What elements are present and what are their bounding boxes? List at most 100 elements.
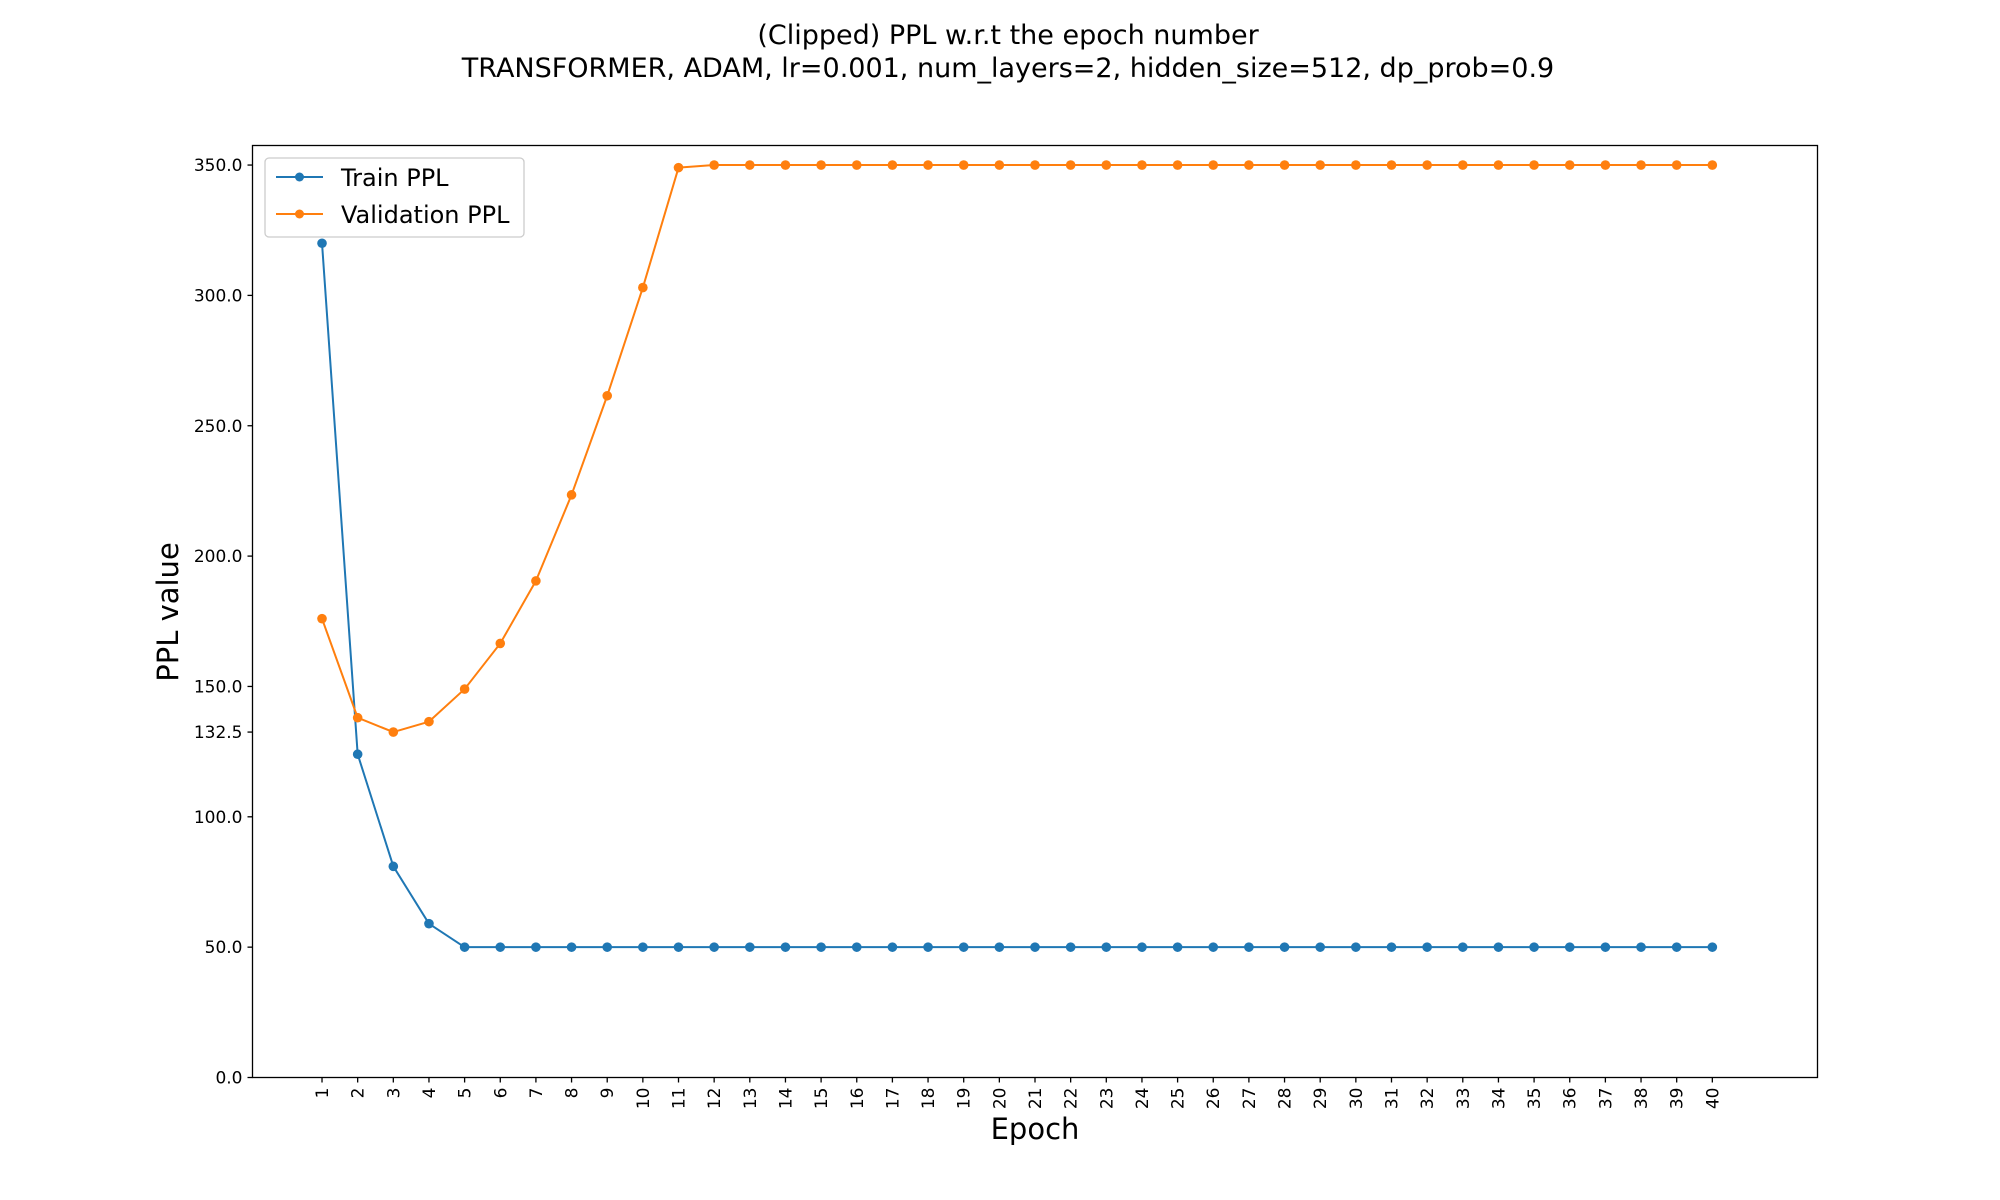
series-line-train-ppl <box>321 243 1713 949</box>
data-point-train-ppl <box>1422 942 1432 952</box>
data-point-validation-ppl <box>1636 160 1646 170</box>
data-point-train-ppl <box>1101 942 1112 952</box>
x-tick-label: 34 <box>1489 1088 1509 1110</box>
y-tick-label: 100.0 <box>194 808 243 828</box>
x-tick-label: 2 <box>349 1088 369 1099</box>
data-point-train-ppl <box>1493 942 1504 952</box>
data-point-train-ppl <box>673 942 684 952</box>
data-point-validation-ppl <box>1172 160 1183 170</box>
data-point-validation-ppl <box>495 638 506 649</box>
x-tick-label: 38 <box>1632 1088 1652 1110</box>
x-tick-label: 39 <box>1668 1088 1688 1110</box>
data-point-train-ppl <box>566 942 577 952</box>
data-point-train-ppl <box>780 942 791 952</box>
data-point-validation-ppl <box>1707 160 1718 170</box>
x-tick-label: 9 <box>598 1088 618 1099</box>
data-point-train-ppl <box>352 749 363 760</box>
data-point-train-ppl <box>816 942 826 952</box>
data-point-validation-ppl <box>1493 160 1504 170</box>
data-point-train-ppl <box>709 942 719 952</box>
data-point-validation-ppl <box>1279 160 1290 170</box>
x-tick-label: 5 <box>456 1088 476 1099</box>
x-tick-label: 24 <box>1133 1088 1153 1110</box>
data-point-train-ppl <box>1279 942 1290 952</box>
data-point-train-ppl <box>1529 942 1539 952</box>
x-tick-label: 8 <box>563 1088 583 1099</box>
y-tick-label: 50.0 <box>205 938 243 958</box>
data-point-validation-ppl <box>958 160 969 170</box>
data-point-validation-ppl <box>566 490 577 500</box>
data-point-train-ppl <box>495 942 506 952</box>
data-point-train-ppl <box>1600 942 1611 952</box>
data-point-train-ppl <box>851 942 862 952</box>
data-point-validation-ppl <box>1101 160 1112 170</box>
data-point-train-ppl <box>602 942 613 952</box>
data-point-validation-ppl <box>1386 160 1397 170</box>
data-point-validation-ppl <box>1529 160 1539 170</box>
x-tick-label: 35 <box>1525 1088 1545 1110</box>
y-axis-label: PPL value <box>151 542 185 682</box>
x-tick-label: 4 <box>420 1088 440 1099</box>
data-point-train-ppl <box>1137 942 1147 952</box>
data-point-train-ppl <box>1315 942 1325 952</box>
data-point-validation-ppl <box>887 160 898 170</box>
x-tick-label: 26 <box>1204 1088 1224 1110</box>
data-point-train-ppl <box>1564 942 1575 952</box>
data-point-validation-ppl <box>673 162 684 173</box>
data-point-validation-ppl <box>851 160 862 170</box>
data-point-train-ppl <box>1707 942 1718 952</box>
data-point-validation-ppl <box>1208 160 1219 170</box>
x-tick-label: 19 <box>955 1088 975 1110</box>
data-point-train-ppl <box>531 942 541 952</box>
x-tick-label: 29 <box>1311 1088 1331 1110</box>
data-point-validation-ppl <box>1065 160 1076 170</box>
data-point-train-ppl <box>1208 942 1219 952</box>
data-point-validation-ppl <box>388 727 399 737</box>
data-point-validation-ppl <box>638 282 648 293</box>
data-point-validation-ppl <box>1671 160 1682 170</box>
y-tick-label: 250.0 <box>194 417 243 437</box>
y-tick-label: 0.0 <box>215 1069 242 1089</box>
data-point-train-ppl <box>1172 942 1183 952</box>
legend-label-train: Train PPL <box>340 164 449 192</box>
y-tick-label: 350.0 <box>194 156 243 176</box>
data-point-validation-ppl <box>459 684 470 694</box>
data-point-train-ppl <box>1351 942 1361 952</box>
x-tick-label: 28 <box>1276 1088 1296 1110</box>
x-tick-label: 33 <box>1454 1088 1474 1110</box>
x-tick-label: 10 <box>634 1088 654 1110</box>
data-point-validation-ppl <box>1030 160 1040 170</box>
legend-marker-validation <box>295 209 304 219</box>
x-tick-label: 21 <box>1026 1088 1046 1110</box>
data-point-validation-ppl <box>424 716 434 727</box>
x-tick-label: 15 <box>812 1088 832 1110</box>
data-point-train-ppl <box>958 942 969 952</box>
data-point-validation-ppl <box>317 613 327 624</box>
data-point-train-ppl <box>638 942 648 952</box>
data-point-train-ppl <box>459 942 470 952</box>
plot-frame <box>251 144 1819 1079</box>
data-point-validation-ppl <box>352 712 363 723</box>
x-tick-label: 37 <box>1596 1088 1616 1110</box>
data-point-validation-ppl <box>1564 160 1575 170</box>
data-point-train-ppl <box>1636 942 1646 952</box>
x-tick-label: 27 <box>1240 1088 1260 1110</box>
data-point-train-ppl <box>317 238 327 249</box>
x-tick-label: 6 <box>491 1088 511 1099</box>
legend-marker-train <box>295 172 304 182</box>
y-tick-label: 150.0 <box>194 677 243 697</box>
x-tick-label: 7 <box>527 1088 547 1099</box>
data-point-validation-ppl <box>816 160 826 170</box>
y-tick-label: 132.5 <box>194 723 243 743</box>
x-tick-label: 16 <box>848 1088 868 1110</box>
data-point-train-ppl <box>424 918 434 929</box>
chart-title: (Clipped) PPL w.r.t the epoch number <box>757 20 1259 51</box>
x-tick-label: 22 <box>1062 1088 1082 1110</box>
legend-label-validation: Validation PPL <box>341 201 510 229</box>
y-tick-label: 300.0 <box>194 286 243 306</box>
x-tick-label: 25 <box>1169 1088 1189 1110</box>
x-tick-label: 12 <box>705 1088 725 1110</box>
plot-area: 0.0 50.0 100.0 132.5 150.0 200.0 250.0 300.0 350… <box>194 156 1724 1109</box>
x-tick-label: 32 <box>1418 1088 1438 1110</box>
